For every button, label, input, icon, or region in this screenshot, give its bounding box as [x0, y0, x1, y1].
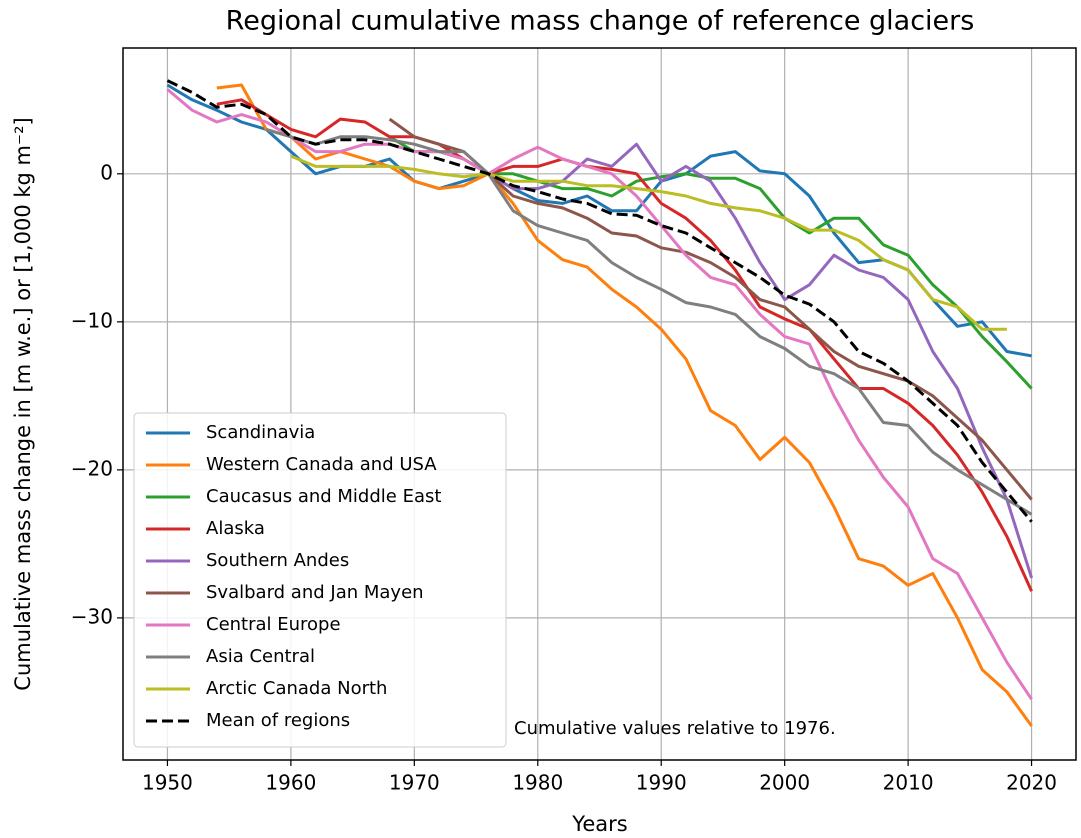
legend-label: Southern Andes: [206, 550, 349, 571]
x-tick-label: 1970: [389, 771, 440, 795]
series-line: [166, 88, 1033, 701]
legend-label: Mean of regions: [206, 710, 350, 731]
y-tick-label: −30: [71, 604, 113, 628]
series-line: [388, 135, 1033, 390]
x-tick-label: 2020: [1006, 771, 1057, 795]
plot-frame: [122, 47, 1077, 761]
series-line: [290, 154, 1007, 331]
legend-label: Svalbard and Jan Mayen: [206, 582, 424, 603]
series-line: [265, 127, 1033, 516]
series-line: [216, 98, 1033, 592]
y-tick-label: 0: [100, 160, 113, 184]
x-tick-label: 1990: [636, 771, 687, 795]
series-line: [166, 83, 1032, 358]
legend-label: Alaska: [206, 518, 265, 539]
legend-label: Caucasus and Middle East: [206, 486, 441, 507]
legend: Scandinavia Western Canada and USA Caucasu…: [133, 412, 507, 748]
series-line: [166, 79, 1033, 523]
legend-label: Western Canada and USA: [206, 454, 437, 475]
y-tick-label: −10: [71, 308, 113, 332]
y-axis-label: Cumulative mass change in [m w.e.] or [1…: [11, 117, 35, 690]
legend-label: Central Europe: [206, 614, 341, 635]
legend-label: Scandinavia: [206, 422, 315, 443]
legend-box: [133, 412, 507, 748]
x-axis-label: Years: [571, 812, 627, 836]
legend-label: Asia Central: [206, 646, 315, 667]
series-line: [487, 142, 1034, 579]
x-tick-label: 1980: [512, 771, 563, 795]
series-line: [388, 117, 1033, 501]
chart-title: Regional cumulative mass change of refer…: [226, 6, 975, 37]
annotation: Cumulative values relative to 1976.: [514, 718, 836, 739]
series-line: [216, 83, 1033, 727]
x-tick-label: 2000: [759, 771, 810, 795]
y-tick-label: −20: [71, 456, 113, 480]
x-tick-label: 1950: [142, 771, 193, 795]
x-tick-label: 2010: [883, 771, 934, 795]
x-tick-label: 1960: [265, 771, 316, 795]
legend-label: Arctic Canada North: [206, 678, 387, 699]
